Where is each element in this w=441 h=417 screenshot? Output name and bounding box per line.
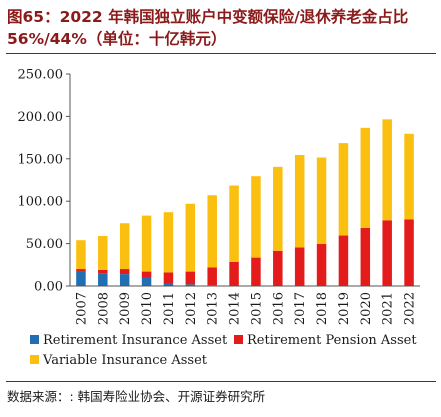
x-tick-label: 2010 (140, 292, 155, 325)
bar-segment-2-2015 (251, 176, 261, 258)
bar-segment-1-2020 (360, 227, 371, 286)
y-tick-label: 50.00 (26, 237, 63, 252)
bar-segment-1-2018 (316, 244, 327, 286)
y-tick-label: 200.00 (18, 110, 64, 125)
x-tick-label: 2014 (228, 292, 243, 325)
bar-segment-0-2008 (98, 273, 108, 286)
bar-segment-2-2017 (294, 154, 305, 248)
bar-segment-1-2010 (141, 271, 152, 278)
bar-segment-0-2009 (119, 274, 130, 286)
bar-segment-2-2014 (229, 185, 239, 262)
x-tick-label: 2022 (403, 292, 418, 325)
x-tick-label: 2017 (293, 292, 308, 325)
bar-segment-1-2014 (229, 261, 239, 286)
legend-label-0: Retirement Insurance Asset (43, 333, 228, 348)
x-tick-label: 2016 (271, 292, 286, 325)
bar-segment-1-2007 (76, 269, 86, 272)
bar-segment-2-2020 (360, 127, 371, 228)
legend-swatch-0 (30, 335, 39, 344)
legend-swatch-1 (234, 335, 243, 344)
y-tick-label: 100.00 (18, 195, 64, 210)
x-tick-label: 2012 (184, 292, 199, 325)
x-tick-label: 2018 (315, 292, 330, 325)
bar-segment-1-2015 (251, 257, 261, 286)
x-tick-label: 2013 (206, 292, 221, 325)
bar-segment-2-2021 (382, 119, 392, 221)
bar-segment-2-2019 (338, 143, 349, 236)
bar-segment-2-2016 (273, 166, 283, 251)
x-tick-label: 2020 (359, 292, 374, 325)
y-tick-label: 0.00 (34, 280, 63, 295)
bar-segment-2-2008 (98, 235, 108, 270)
x-tick-label: 2021 (381, 292, 396, 325)
bar-segment-2-2007 (76, 240, 86, 270)
bar-segment-1-2009 (119, 269, 130, 275)
bar-segment-1-2021 (382, 220, 392, 286)
bar-segment-1-2011 (163, 272, 174, 284)
legend-label-1: Retirement Pension Asset (247, 333, 417, 348)
legend-label-2: Variable Insurance Asset (42, 353, 208, 368)
x-axis: 2007 2008 2009 2010 2011 2012 2013 2014 2015 2016… (70, 285, 420, 325)
bars (76, 119, 414, 286)
bar-segment-2-2009 (119, 223, 130, 270)
x-tick-label: 2008 (96, 292, 111, 325)
bar-segment-1-2012 (185, 271, 196, 285)
bar-segment-1-2019 (338, 235, 349, 286)
bar-segment-2-2011 (163, 212, 174, 273)
x-tick-label: 2011 (162, 292, 177, 325)
bar-segment-1-2017 (294, 247, 305, 286)
legend-swatch-2 (30, 355, 39, 364)
x-tick-label: 2009 (118, 292, 133, 325)
bar-segment-2-2013 (207, 195, 217, 268)
x-tick-label: 2015 (249, 292, 264, 325)
legend: Retirement Insurance Asset Retirement Pen… (30, 333, 417, 368)
source-rule (6, 381, 436, 382)
x-tick-label: 2019 (337, 292, 352, 325)
chart-title: 图65：2022 年韩国独立账户中变额保险/退休养老金占比 56%/44%（单位… (7, 8, 409, 48)
bar-segment-2-2010 (141, 215, 152, 272)
bar-segment-0-2007 (76, 271, 86, 286)
bar-segment-0-2012 (185, 284, 196, 286)
y-tick-label: 250.00 (18, 68, 64, 83)
source-note: 数据来源：: 韩国寿险业协会、开源证券研究所 (7, 389, 266, 404)
bar-segment-2-2022 (404, 133, 414, 220)
bar-segment-2-2012 (185, 203, 196, 272)
x-tick-label: 2007 (74, 292, 89, 325)
bar-segment-0-2011 (163, 283, 174, 286)
bar-segment-0-2010 (141, 277, 152, 286)
bar-segment-1-2013 (207, 267, 217, 286)
bar-segment-2-2018 (316, 157, 327, 245)
title-rule (6, 53, 436, 54)
y-tick-label: 150.00 (18, 152, 64, 167)
bar-segment-1-2022 (404, 219, 414, 286)
bar-segment-1-2008 (98, 269, 108, 274)
y-axis: 0.00 50.00 100.00 150.00 200.00 250.00 (18, 68, 71, 295)
bar-segment-1-2016 (273, 250, 283, 286)
